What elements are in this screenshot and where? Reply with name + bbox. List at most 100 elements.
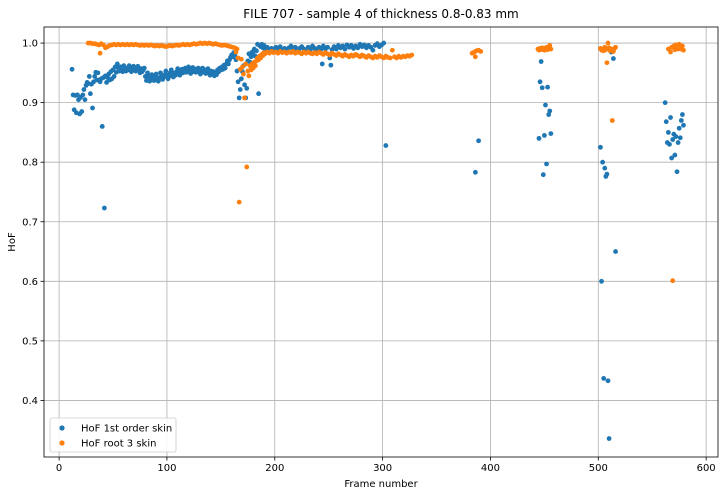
data-point <box>236 199 242 205</box>
data-point <box>604 60 610 66</box>
data-point <box>243 61 249 67</box>
data-point <box>111 74 117 79</box>
data-point <box>548 131 554 137</box>
data-point <box>325 44 331 50</box>
data-point <box>538 59 544 64</box>
data-point <box>662 100 668 106</box>
data-point <box>536 135 542 141</box>
x-tick-label: 600 <box>697 463 716 474</box>
data-point <box>238 56 244 62</box>
data-point <box>604 171 610 177</box>
data-point <box>387 55 393 61</box>
data-point <box>547 108 553 114</box>
data-point <box>540 172 546 178</box>
data-point <box>97 50 103 56</box>
data-point <box>95 70 101 76</box>
data-point <box>613 249 618 254</box>
legend: HoF 1st order skin HoF root 3 skin <box>49 417 177 453</box>
data-point <box>598 144 603 150</box>
data-point <box>226 61 231 67</box>
y-tick-label: 0.5 <box>22 336 38 347</box>
data-point <box>86 74 92 79</box>
data-point <box>605 40 611 46</box>
data-point <box>333 46 339 52</box>
data-point <box>355 45 361 51</box>
data-point <box>101 205 107 211</box>
x-tick-label: 100 <box>157 463 176 474</box>
data-point <box>141 65 147 71</box>
data-point <box>328 62 334 68</box>
plot-frame <box>43 26 719 458</box>
data-point <box>544 161 549 167</box>
legend-marker-series-1 <box>59 425 65 431</box>
data-point <box>680 112 685 117</box>
data-point <box>600 159 606 165</box>
data-point <box>383 143 389 148</box>
data-point <box>244 85 250 91</box>
x-tick-label: 200 <box>265 463 284 474</box>
y-axis-ticks: 0.4 0.5 0.6 0.7 0.8 0.9 1.0 <box>22 39 44 407</box>
data-point <box>370 47 376 53</box>
data-point <box>235 79 241 85</box>
data-point <box>252 63 258 69</box>
data-point <box>175 66 181 72</box>
data-point <box>681 47 686 53</box>
data-point <box>665 130 671 135</box>
y-tick-label: 0.4 <box>22 396 38 407</box>
data-point <box>541 132 547 138</box>
data-point <box>381 40 387 46</box>
data-point <box>680 43 685 49</box>
data-point <box>186 64 191 70</box>
data-point <box>389 47 395 53</box>
data-point <box>672 152 678 158</box>
data-point <box>80 92 86 98</box>
series-1-points <box>69 40 686 441</box>
data-point <box>678 118 684 123</box>
data-point <box>92 74 98 79</box>
chart-title: FILE 707 - sample 4 of thickness 0.8-0.8… <box>243 7 518 21</box>
data-point <box>543 102 548 108</box>
data-point <box>478 49 484 54</box>
data-point <box>254 48 259 54</box>
data-point <box>237 87 243 92</box>
data-point <box>539 85 545 91</box>
data-point <box>244 164 250 170</box>
data-point <box>99 124 105 129</box>
data-point <box>242 95 247 101</box>
data-point <box>609 118 615 123</box>
data-point <box>246 73 252 79</box>
data-point <box>674 169 680 175</box>
data-point <box>613 44 618 50</box>
y-tick-label: 0.7 <box>22 217 38 228</box>
data-point <box>87 91 93 97</box>
y-tick-label: 0.8 <box>22 158 38 169</box>
data-point <box>234 46 240 52</box>
data-point <box>675 140 681 145</box>
x-axis-label: Frame number <box>344 479 418 490</box>
data-point <box>168 67 174 73</box>
y-axis-label: HoF <box>7 232 18 252</box>
data-point <box>611 56 616 61</box>
x-axis-ticks: 0 100 200 300 400 500 600 <box>56 457 716 474</box>
data-point <box>79 109 85 114</box>
data-point <box>476 138 481 144</box>
data-point <box>670 137 676 142</box>
data-point <box>602 165 608 171</box>
data-point <box>277 44 283 50</box>
y-tick-label: 0.6 <box>22 277 38 288</box>
data-point <box>681 122 686 128</box>
y-tick-label: 0.9 <box>22 98 38 109</box>
x-tick-label: 500 <box>589 463 608 474</box>
data-point <box>90 105 95 111</box>
data-point <box>82 97 88 103</box>
legend-label-series-1: HoF 1st order skin <box>81 424 172 435</box>
data-point <box>153 71 159 77</box>
data-point <box>670 278 676 284</box>
data-point <box>548 46 554 52</box>
data-point <box>669 155 675 161</box>
x-tick-label: 0 <box>56 463 62 474</box>
data-point <box>599 278 604 284</box>
legend-marker-series-2 <box>59 440 65 446</box>
